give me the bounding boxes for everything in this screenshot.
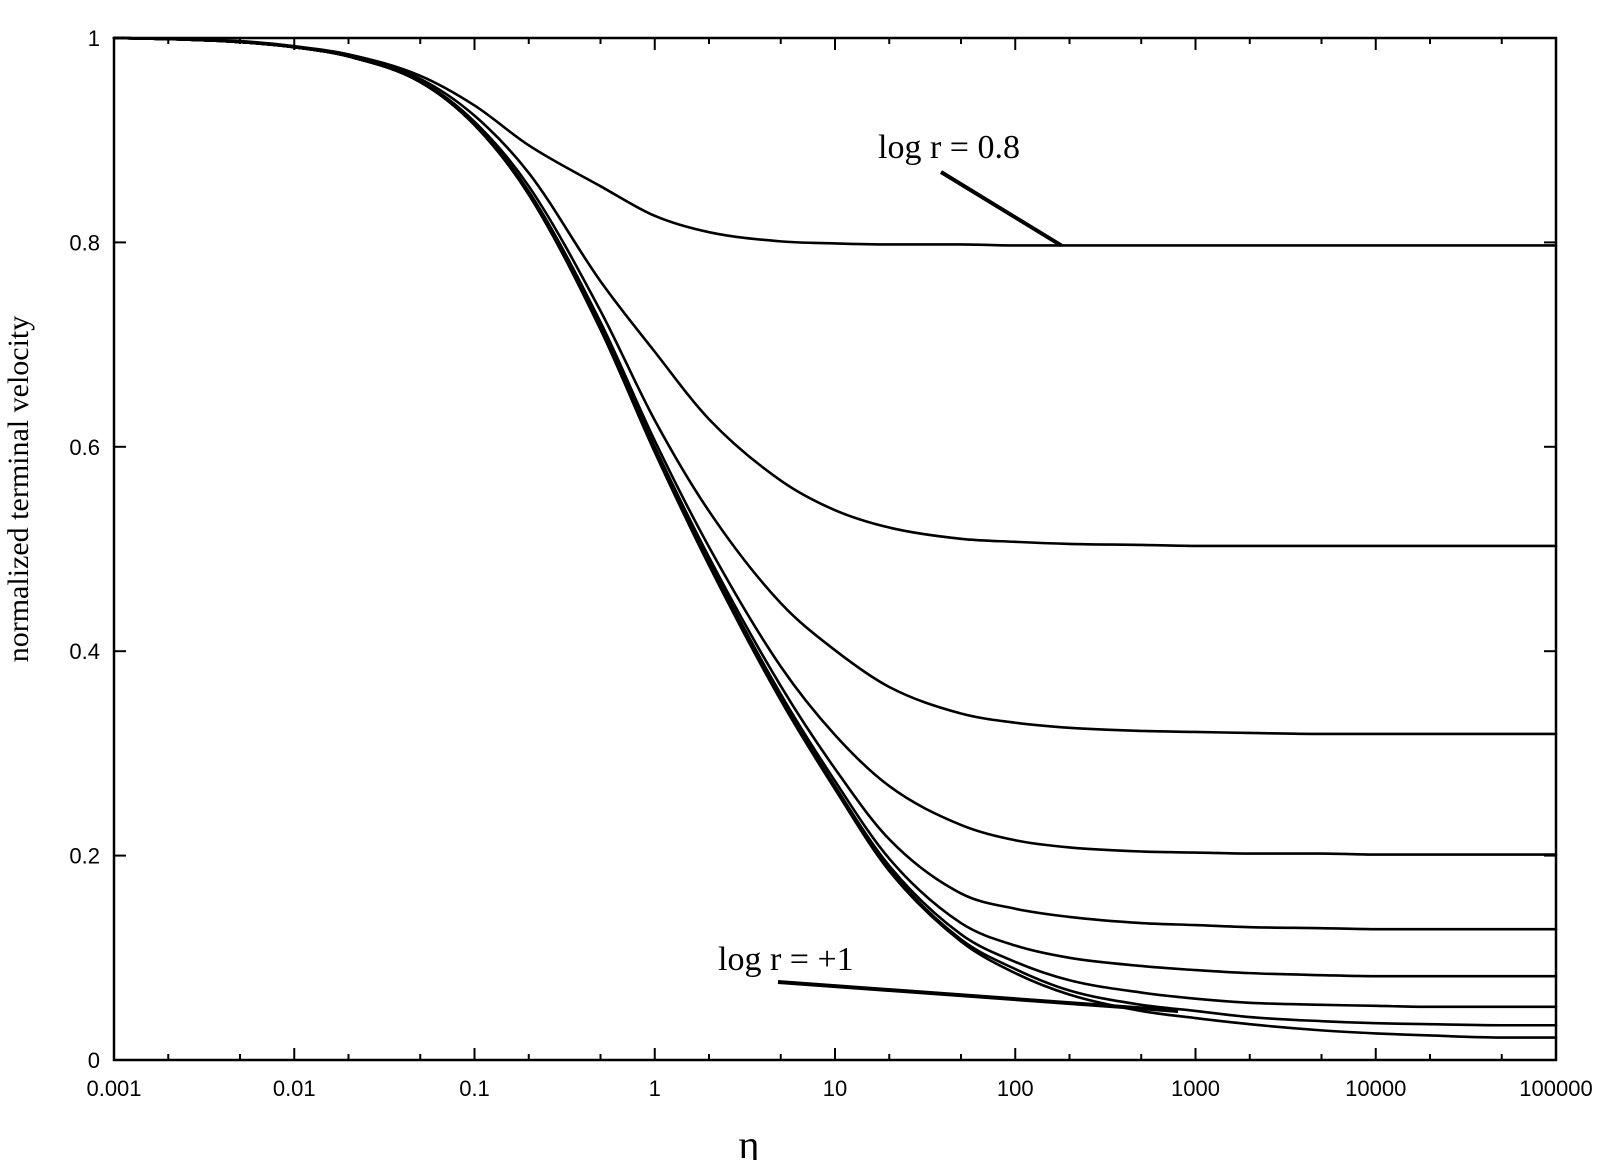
annotation-pointer-log-r-0-8 <box>939 170 1063 248</box>
x-tick-label: 10000 <box>1345 1076 1406 1101</box>
annotation-pointer-log-r-plus-1 <box>777 980 1179 1013</box>
annotation-log-r-plus-1: log r = +1 <box>718 941 854 978</box>
x-tick-label: 0.01 <box>273 1076 316 1101</box>
x-tick-label: 0.001 <box>86 1076 141 1101</box>
series-line-7 <box>112 36 1558 1009</box>
x-tick-label: 0.1 <box>459 1076 490 1101</box>
tick-layer <box>113 37 1557 1061</box>
y-tick-label: 0.4 <box>69 639 100 664</box>
series-line-6 <box>112 36 1558 978</box>
curve-layer <box>112 36 1558 1039</box>
annotation-log-r-0-8: log r = 0.8 <box>878 129 1020 166</box>
y-axis-title: normalized terminal velocity <box>2 316 35 663</box>
x-tick-label: 100 <box>997 1076 1034 1101</box>
y-tick-label: 0 <box>88 1048 100 1073</box>
y-tick-label: 0.6 <box>69 435 100 460</box>
series-line-5 <box>112 36 1558 931</box>
series-line-4 <box>112 36 1558 856</box>
x-tick-label: 1 <box>649 1076 661 1101</box>
series-line-3 <box>112 36 1558 736</box>
x-tick-label: 10 <box>823 1076 847 1101</box>
y-tick-label: 1 <box>88 26 100 51</box>
series-line-1 <box>112 36 1558 247</box>
y-tick-label: 0.8 <box>69 230 100 255</box>
x-tick-label: 100000 <box>1519 1076 1592 1101</box>
series-line-9 <box>112 36 1558 1039</box>
x-tick-label: 1000 <box>1171 1076 1220 1101</box>
tick-label-layer: 0.001 0.01 0.1 1 10 100 1000 10000 100000 0 0.2 0.4… <box>69 26 1592 1101</box>
x-axis-title: η <box>739 1122 760 1160</box>
y-tick-label: 0.2 <box>69 844 100 869</box>
plot-frame <box>112 36 1558 1062</box>
series-line-2 <box>112 36 1558 548</box>
series-line-8 <box>112 36 1558 1027</box>
